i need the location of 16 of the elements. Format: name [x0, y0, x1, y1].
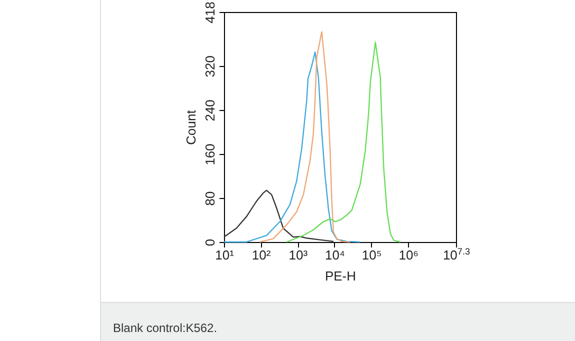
y-tick-label: 80	[202, 191, 218, 206]
x-tick-label: 10³	[288, 248, 308, 262]
y-tick-label: 418	[202, 2, 218, 24]
x-axis-title: PE-H	[324, 268, 356, 284]
x-tick-label: 10⁶	[398, 248, 419, 262]
x-tick-label: 10$^{7.3}$	[442, 246, 470, 262]
y-tick-label: 160	[202, 144, 218, 166]
x-tick-label: 10²	[252, 248, 272, 262]
x-tick-label: 10¹	[215, 248, 235, 262]
y-axis-title: Count	[184, 110, 198, 145]
x-tick-label: 10⁴	[324, 248, 345, 262]
y-tick-label: 240	[202, 100, 218, 122]
x-tick-label: 10⁵	[362, 248, 382, 262]
text: Blank control:K562.	[113, 321, 218, 335]
y-tick-label: 0	[202, 238, 218, 246]
y-tick-label: 320	[202, 56, 218, 78]
